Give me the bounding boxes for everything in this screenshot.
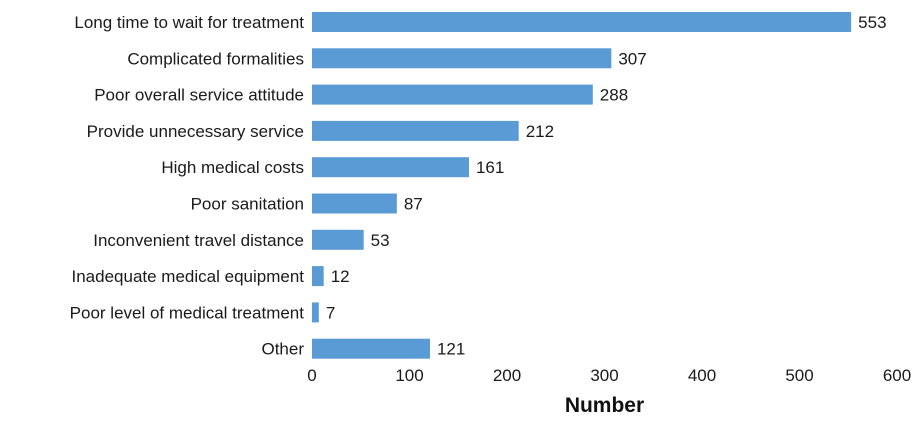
- category-label: Poor overall service attitude: [94, 86, 304, 105]
- bar: [312, 193, 397, 214]
- category-label: Poor level of medical treatment: [70, 303, 305, 322]
- data-label: 307: [618, 49, 646, 68]
- data-label: 12: [331, 267, 350, 286]
- x-tick-label: 300: [590, 366, 618, 385]
- bar: [312, 338, 430, 359]
- category-label: Provide unnecessary service: [87, 122, 304, 141]
- category-label: Other: [261, 340, 304, 359]
- category-label: Inadequate medical equipment: [72, 267, 305, 286]
- data-label: 53: [371, 231, 390, 250]
- x-tick-labels: 0 100 200 300 400 500 600: [307, 366, 911, 385]
- data-label: 87: [404, 195, 423, 214]
- bar: [312, 302, 319, 323]
- bar: [312, 229, 364, 250]
- x-tick-label: 0: [307, 366, 316, 385]
- category-labels: Long time to wait for treatment Complicat…: [70, 13, 305, 359]
- x-tick-label: 400: [688, 366, 716, 385]
- x-tick-label: 500: [785, 366, 813, 385]
- bar: [312, 12, 852, 32]
- bar: [312, 48, 612, 69]
- x-tick-label: 100: [395, 366, 423, 385]
- bar: [312, 157, 469, 178]
- bar: [312, 266, 324, 287]
- data-label: 121: [437, 340, 465, 359]
- value-labels: 553 307 288 212 161 87 53 12 7 121: [326, 13, 887, 359]
- x-tick-label: 600: [883, 366, 911, 385]
- data-label: 7: [326, 303, 335, 322]
- category-label: Inconvenient travel distance: [93, 231, 304, 250]
- data-label: 161: [476, 158, 504, 177]
- category-label: Long time to wait for treatment: [74, 13, 304, 32]
- x-axis-title: Number: [565, 394, 644, 417]
- category-label: Complicated formalities: [127, 49, 304, 68]
- data-label: 212: [526, 122, 554, 141]
- data-label: 553: [858, 13, 886, 32]
- category-label: High medical costs: [161, 158, 304, 177]
- bars-layer: [312, 12, 852, 359]
- x-tick-label: 200: [493, 366, 521, 385]
- bar: [312, 120, 519, 141]
- bar: [312, 84, 593, 105]
- category-label: Poor sanitation: [191, 195, 304, 214]
- data-label: 288: [600, 86, 628, 105]
